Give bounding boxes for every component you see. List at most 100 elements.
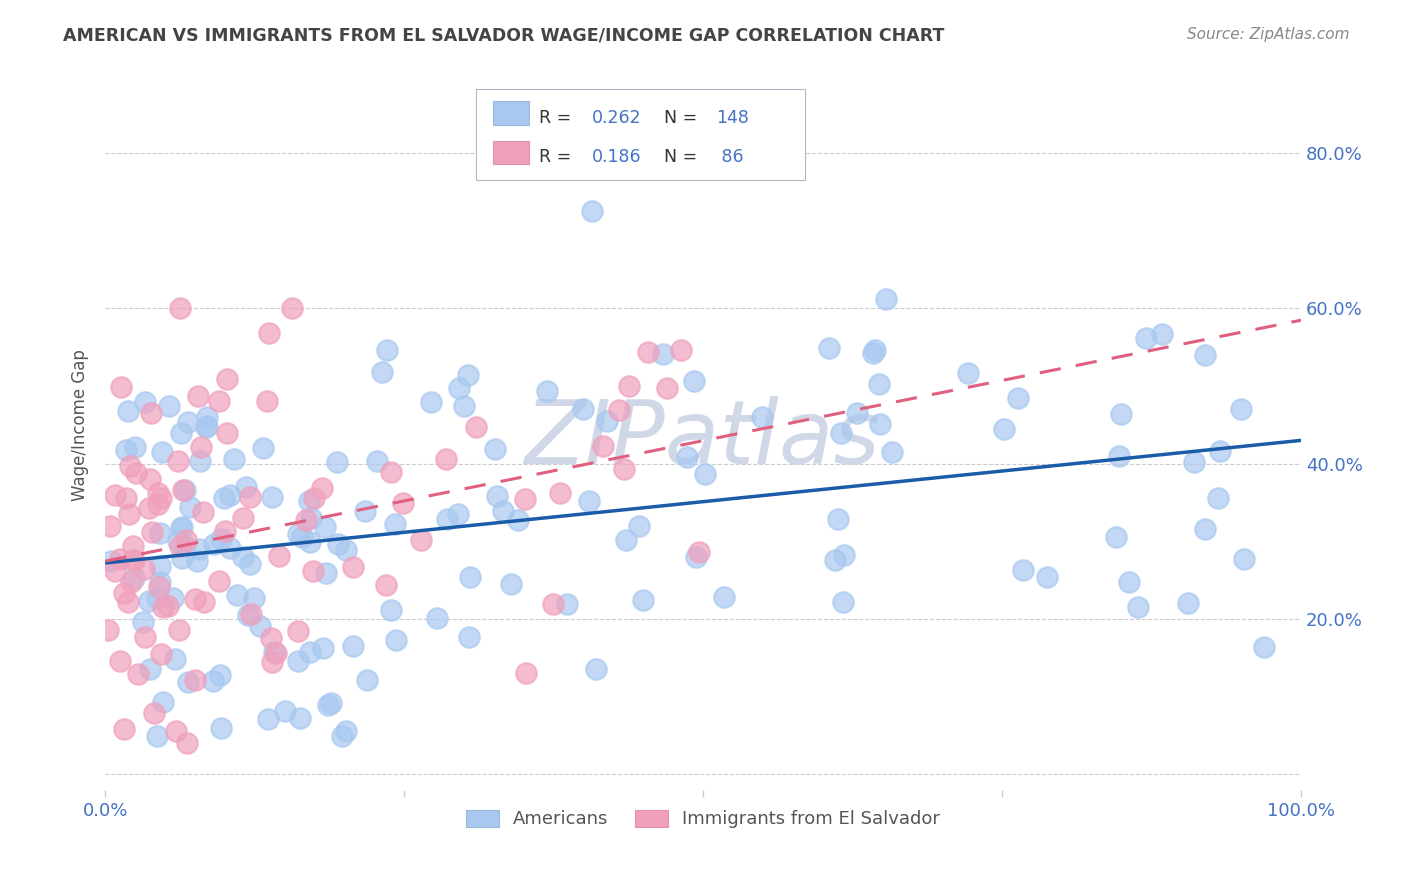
Point <box>290 711 312 725</box>
Point <box>193 595 215 609</box>
Point <box>112 722 135 736</box>
Point <box>257 326 280 340</box>
Point <box>1118 574 1140 589</box>
Point <box>209 532 232 546</box>
Point <box>354 504 377 518</box>
Point <box>138 594 160 608</box>
Point <box>172 550 194 565</box>
Point <box>226 588 249 602</box>
Point <box>827 512 849 526</box>
Point <box>110 380 132 394</box>
Point <box>688 545 710 559</box>
Point <box>122 553 145 567</box>
Point <box>1108 449 1130 463</box>
Point <box>252 441 274 455</box>
Point <box>264 646 287 660</box>
Point <box>315 566 337 580</box>
Point <box>167 454 190 468</box>
Text: R =: R = <box>540 109 576 127</box>
Point <box>249 619 271 633</box>
Point <box>287 624 309 638</box>
Point <box>146 729 169 743</box>
Point <box>169 539 191 553</box>
Point <box>212 491 235 505</box>
Point <box>515 492 537 507</box>
Point <box>139 472 162 486</box>
Point <box>165 652 187 666</box>
Point <box>232 550 254 565</box>
Point <box>385 633 408 648</box>
Point <box>257 712 280 726</box>
Point <box>1111 407 1133 421</box>
Point <box>100 554 122 568</box>
Point <box>380 603 402 617</box>
Point <box>127 666 149 681</box>
Point <box>152 695 174 709</box>
Point <box>150 444 173 458</box>
Point <box>150 647 173 661</box>
Point <box>830 426 852 441</box>
Point <box>335 724 357 739</box>
Point <box>436 512 458 526</box>
Point <box>637 344 659 359</box>
Point <box>298 535 321 549</box>
Point <box>139 406 162 420</box>
Point <box>209 721 232 735</box>
Point <box>97 624 120 638</box>
FancyBboxPatch shape <box>492 141 529 164</box>
Point <box>260 490 283 504</box>
Point <box>578 494 600 508</box>
Point <box>295 513 318 527</box>
Point <box>117 595 139 609</box>
Text: ZIPatlas: ZIPatlas <box>526 396 882 483</box>
Point <box>104 488 127 502</box>
Point <box>195 409 218 424</box>
Text: 86: 86 <box>716 148 744 166</box>
Point <box>1208 491 1230 506</box>
Point <box>190 440 212 454</box>
Point <box>330 729 353 743</box>
Point <box>485 489 508 503</box>
Point <box>132 562 155 576</box>
Point <box>581 203 603 218</box>
Point <box>120 574 142 589</box>
Point <box>242 591 264 605</box>
Point <box>214 524 236 538</box>
Point <box>617 378 640 392</box>
Point <box>299 645 322 659</box>
Point <box>426 611 449 625</box>
Point <box>124 440 146 454</box>
Point <box>281 301 304 316</box>
Point <box>319 696 342 710</box>
Point <box>174 539 197 553</box>
FancyBboxPatch shape <box>477 89 804 180</box>
Point <box>631 593 654 607</box>
Point <box>112 585 135 599</box>
Point <box>751 409 773 424</box>
Point <box>108 654 131 668</box>
Point <box>260 655 283 669</box>
Point <box>342 559 364 574</box>
Y-axis label: Wage/Income Gap: Wage/Income Gap <box>72 349 89 500</box>
Point <box>103 564 125 578</box>
Point <box>484 442 506 457</box>
Point <box>114 491 136 506</box>
Point <box>458 570 481 584</box>
Point <box>122 571 145 585</box>
Point <box>146 591 169 605</box>
Point <box>328 537 350 551</box>
Point <box>695 467 717 482</box>
Point <box>311 481 333 495</box>
Text: N =: N = <box>664 148 703 166</box>
Point <box>1232 551 1254 566</box>
Point <box>134 395 156 409</box>
Point <box>628 518 651 533</box>
Point <box>613 462 636 476</box>
Point <box>208 574 231 588</box>
Point <box>291 530 314 544</box>
Point <box>170 425 193 440</box>
Point <box>868 377 890 392</box>
Point <box>818 341 841 355</box>
Point <box>269 549 291 564</box>
Point <box>312 640 335 655</box>
